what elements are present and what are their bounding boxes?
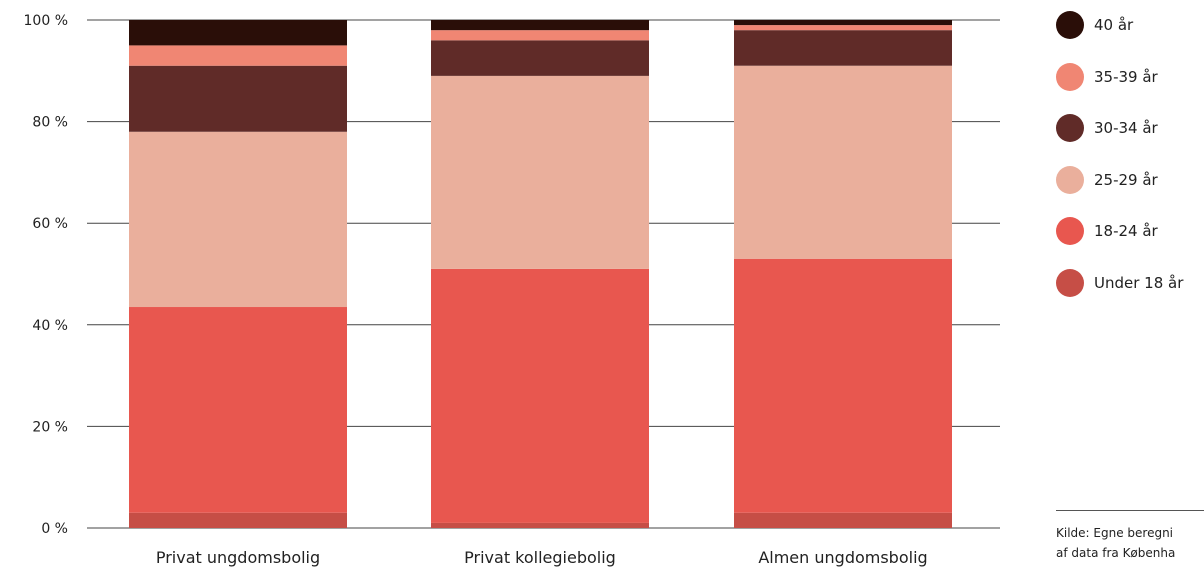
x-category-label: Privat kollegiebolig [464, 548, 616, 567]
legend-swatch [1056, 217, 1084, 245]
bar-segment [734, 25, 952, 31]
legend-swatch [1056, 165, 1084, 194]
legend-swatch [1056, 114, 1084, 142]
legend-item: 35-39 år [1056, 62, 1183, 92]
y-tick-label: 40 % [32, 318, 68, 334]
bar-segment [129, 65, 347, 132]
legend-label: 30-34 år [1094, 119, 1158, 137]
bar-segment [734, 65, 952, 259]
source-line-2: af data fra Københa [1056, 546, 1176, 560]
legend-swatch [1056, 11, 1084, 39]
bar-segment [734, 512, 952, 528]
y-tick-label: 100 % [24, 13, 68, 29]
bar-segment [734, 30, 952, 66]
bars [129, 20, 952, 528]
y-tick-label: 80 % [32, 115, 68, 131]
bar-segment [431, 522, 649, 528]
bar-segment [431, 20, 649, 31]
stacked-bar-chart: 0 % 20 % 40 % 60 % 80 % 100 % Privat ungdomsb… [24, 13, 1000, 567]
legend: 40 år 35-39 år 30-34 år 25-29 år 18-24 år Und… [1056, 10, 1183, 319]
legend-label: Under 18 år [1094, 273, 1184, 292]
legend-label: 18-24 år [1094, 222, 1158, 240]
y-tick-label: 0 % [41, 521, 68, 537]
bar-segment [129, 512, 347, 528]
x-category-label: Almen ungdomsbolig [758, 548, 927, 567]
bar-segment [431, 40, 649, 76]
legend-label: 25-29 år [1094, 170, 1158, 189]
x-category-label: Privat ungdomsbolig [156, 548, 320, 567]
legend-label: 35-39 år [1094, 67, 1158, 86]
y-tick-label: 20 % [32, 419, 68, 435]
bar-segment [734, 258, 952, 513]
legend-item: 25-29 år [1056, 165, 1183, 195]
bar-segment [129, 45, 347, 66]
y-tick-label: 60 % [32, 216, 68, 232]
legend-label: 40 år [1094, 16, 1134, 34]
legend-item: Under 18 år [1056, 268, 1183, 298]
bar-segment [431, 75, 649, 269]
bar-segment [129, 307, 347, 513]
legend-item: 18-24 år [1056, 216, 1183, 246]
legend-swatch [1056, 268, 1084, 297]
legend-item: 40 år [1056, 10, 1183, 40]
bar-segment [129, 131, 347, 308]
y-axis-tick-labels: 0 % 20 % 40 % 60 % 80 % 100 % [24, 13, 68, 537]
x-axis-category-labels: Privat ungdomsbolig Privat kollegiebolig A… [156, 548, 928, 567]
legend-item: 30-34 år [1056, 113, 1183, 143]
legend-swatch [1056, 62, 1084, 91]
source-line-1: Kilde: Egne beregni [1056, 526, 1174, 540]
bar-segment [431, 268, 649, 523]
source-note: Kilde: Egne beregni af data fra Københa [1056, 510, 1204, 563]
bar-segment [734, 20, 952, 26]
bar-segment [129, 20, 347, 46]
bar-segment [431, 30, 649, 41]
